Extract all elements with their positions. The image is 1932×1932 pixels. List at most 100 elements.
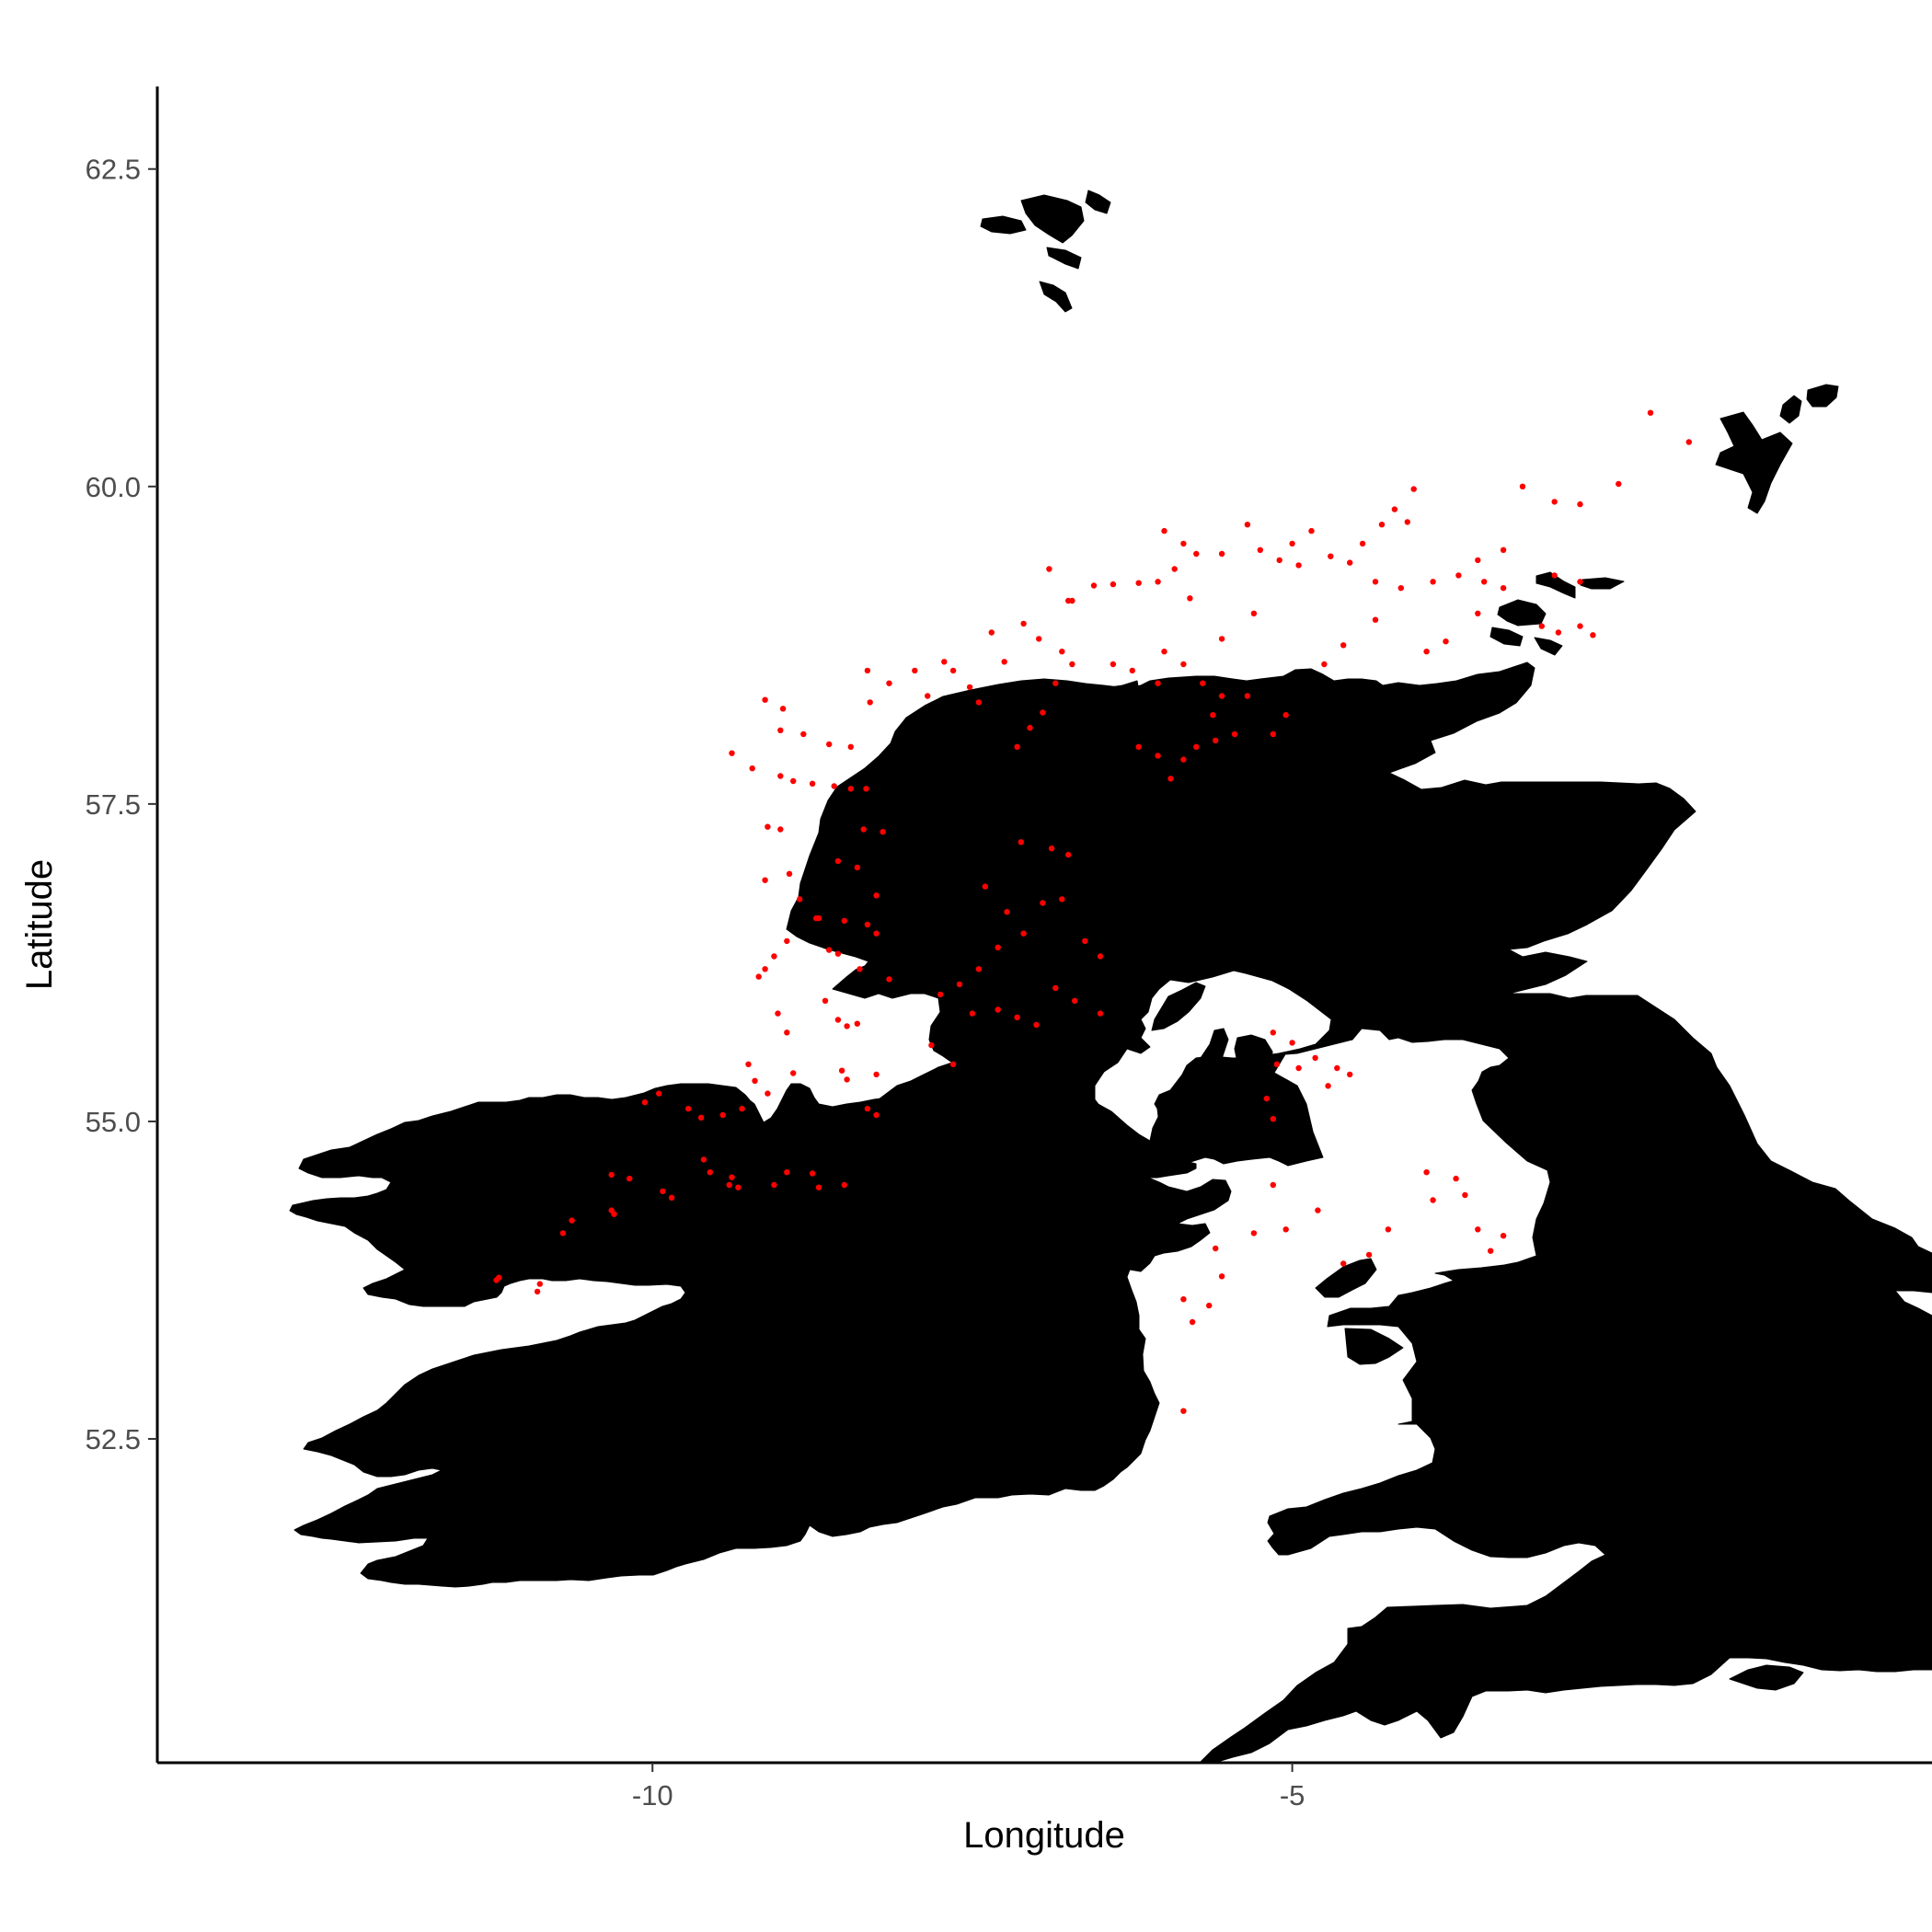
station-point (1321, 661, 1328, 668)
station-point (784, 1169, 790, 1176)
y-tick-label: 55.0 (86, 1106, 141, 1138)
station-point (831, 783, 837, 789)
faroe-sandoy (1046, 247, 1082, 270)
station-point (1065, 597, 1072, 604)
y-tick-label: 52.5 (86, 1423, 141, 1455)
station-point (886, 976, 892, 983)
anglesey (1344, 1328, 1404, 1365)
station-point (1500, 1233, 1507, 1239)
station-point (1250, 610, 1258, 616)
station-point (975, 699, 983, 706)
north-uist (963, 786, 1020, 809)
station-point (627, 1175, 633, 1182)
station-point (941, 659, 948, 665)
station-point (1210, 712, 1216, 719)
station-point (1423, 649, 1430, 655)
station-point (1059, 896, 1065, 903)
station-point (765, 1090, 771, 1097)
station-point (1312, 1054, 1318, 1062)
station-point (762, 696, 768, 703)
station-point (735, 1184, 742, 1190)
station-point (777, 727, 784, 733)
station-point (1365, 1251, 1373, 1259)
shetland-north-island (1779, 395, 1802, 424)
station-point (765, 823, 771, 830)
station-point (1391, 506, 1398, 512)
station-point (949, 667, 957, 674)
y-axis-ticks: 52.5 55.0 57.5 60.0 62.5 (86, 154, 157, 1455)
station-point (1519, 483, 1526, 489)
station-point (800, 730, 807, 738)
station-point (1430, 579, 1436, 585)
station-point (1059, 649, 1065, 655)
station-point (1014, 743, 1020, 750)
station-point (608, 1171, 615, 1179)
station-point (1500, 585, 1507, 592)
orkney-hoy (1489, 627, 1524, 647)
station-point (867, 699, 873, 706)
station-point (1308, 527, 1315, 535)
station-point (1257, 546, 1264, 553)
station-point (966, 684, 973, 691)
station-point (536, 1281, 543, 1287)
faroe-eysturoy (1085, 190, 1111, 214)
station-point (1295, 562, 1302, 569)
faroe-suduroy (1039, 281, 1073, 313)
station-point (1048, 845, 1055, 852)
station-point (1046, 566, 1052, 572)
lewis-harris (1018, 680, 1140, 781)
station-point (1218, 693, 1225, 699)
station-point (1263, 1095, 1271, 1102)
station-point (844, 1076, 850, 1083)
skye (1075, 786, 1206, 861)
station-point (1378, 522, 1386, 528)
x-axis-ticks: -10 -5 (632, 1763, 1305, 1811)
station-point (777, 826, 784, 833)
station-point (1180, 756, 1187, 763)
station-point (1206, 1302, 1213, 1309)
station-point (873, 1071, 880, 1078)
station-point (873, 892, 880, 899)
station-point (988, 629, 995, 636)
station-point (1231, 730, 1238, 738)
station-point (838, 1067, 845, 1074)
station-point (1097, 953, 1104, 960)
station-point (815, 914, 822, 922)
station-point (1423, 1169, 1430, 1176)
station-point (739, 1105, 745, 1112)
station-point (1404, 519, 1411, 525)
isle-of-man (1315, 1258, 1377, 1298)
faroe-vagar (980, 215, 1027, 235)
station-point (1004, 909, 1010, 915)
station-point (752, 1077, 758, 1085)
station-point (1033, 1021, 1040, 1029)
station-point (937, 991, 944, 998)
station-point (1020, 930, 1027, 937)
station-point (1187, 595, 1193, 602)
station-point (1347, 1071, 1353, 1078)
station-point (863, 786, 869, 792)
station-point (864, 921, 871, 928)
station-point (1244, 522, 1251, 528)
station-point (1036, 636, 1042, 642)
station-point (641, 1099, 649, 1106)
y-axis-title: Latitude (19, 859, 60, 990)
station-point (762, 877, 768, 883)
station-point (1488, 1248, 1494, 1254)
station-point (729, 750, 735, 756)
station-point (668, 1194, 675, 1202)
station-point (786, 870, 793, 877)
station-point (1027, 724, 1033, 731)
station-point (1577, 623, 1583, 629)
station-point (969, 1010, 976, 1017)
station-point (771, 953, 777, 960)
station-point (1500, 546, 1507, 553)
x-tick-label: -5 (1280, 1779, 1305, 1811)
station-point (771, 1181, 777, 1189)
station-point (1455, 572, 1462, 579)
station-point (1180, 661, 1187, 668)
station-point (726, 1181, 732, 1189)
station-point (1180, 1408, 1187, 1414)
station-point (1270, 730, 1277, 738)
station-point (777, 773, 784, 779)
